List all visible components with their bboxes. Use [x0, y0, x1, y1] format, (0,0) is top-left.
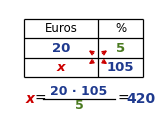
Text: x: x: [57, 61, 65, 74]
Text: 20: 20: [52, 42, 70, 55]
Text: =: =: [34, 92, 46, 106]
Text: x: x: [25, 92, 34, 106]
Text: =: =: [117, 92, 129, 106]
Text: 420: 420: [127, 92, 156, 106]
Text: 5: 5: [116, 42, 125, 55]
Text: 105: 105: [107, 61, 134, 74]
Text: 20 · 105: 20 · 105: [50, 85, 108, 98]
Text: 5: 5: [75, 99, 83, 112]
Text: %: %: [115, 22, 126, 35]
Text: Euros: Euros: [45, 22, 78, 35]
